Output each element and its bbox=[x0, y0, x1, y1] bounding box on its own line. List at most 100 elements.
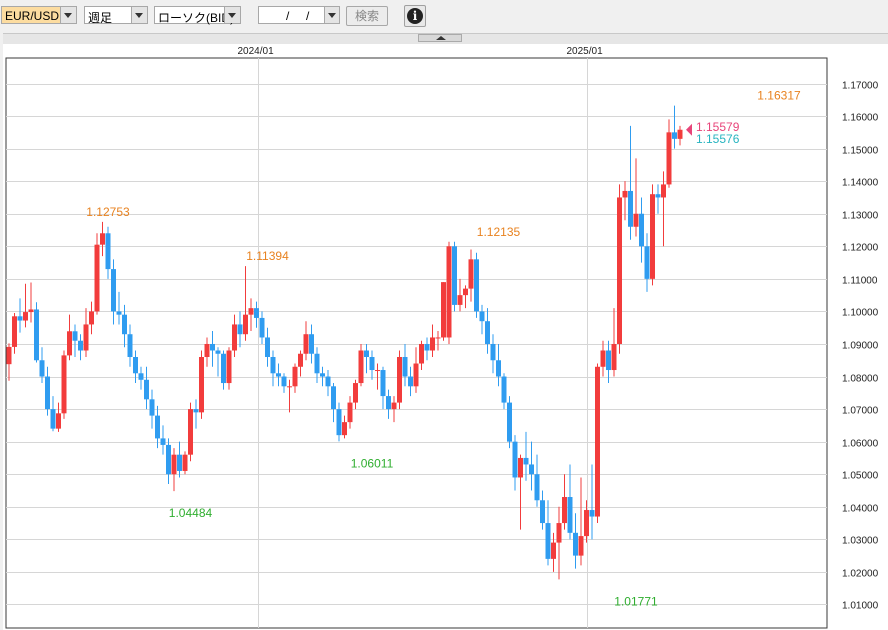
date-separator: / bbox=[306, 9, 310, 23]
candle-body bbox=[336, 409, 342, 436]
candle-body bbox=[578, 536, 584, 556]
candle-body bbox=[496, 360, 501, 377]
candle-body bbox=[386, 396, 391, 410]
candle-body bbox=[83, 324, 89, 351]
x-tick-label: 2025/01 bbox=[567, 46, 604, 57]
candle-body bbox=[672, 132, 677, 139]
candle-body bbox=[243, 314, 248, 335]
chart-type-value: ローソク(BID) bbox=[158, 11, 234, 25]
candle-body bbox=[276, 373, 281, 377]
candle-body bbox=[292, 366, 298, 387]
candle-body bbox=[182, 454, 188, 471]
candle-body bbox=[325, 376, 331, 387]
bid-price: 1.15579 bbox=[696, 120, 740, 134]
candle-body bbox=[28, 309, 34, 313]
candle-body bbox=[463, 288, 468, 296]
candle-body bbox=[309, 334, 314, 354]
candle-body bbox=[50, 409, 56, 429]
candle-body bbox=[23, 312, 28, 321]
candle-body bbox=[226, 350, 232, 384]
candle-body bbox=[111, 269, 116, 312]
candle-body bbox=[408, 376, 413, 387]
search-button[interactable]: 検索 bbox=[346, 6, 388, 26]
toolbar: EUR/USD 週足 ローソク(BID) / / 検索 i bbox=[0, 0, 888, 32]
candle-body bbox=[595, 366, 600, 517]
high-annotation: 1.16317 bbox=[757, 89, 801, 103]
candle-body bbox=[446, 246, 452, 338]
candle-body bbox=[56, 413, 61, 429]
y-tick-label: 1.03000 bbox=[842, 536, 879, 547]
candle-body bbox=[122, 314, 127, 335]
candle-body bbox=[430, 337, 435, 351]
date-separator: / bbox=[286, 9, 290, 23]
collapse-strip bbox=[3, 33, 888, 44]
candle-body bbox=[402, 357, 408, 377]
candle-body bbox=[254, 308, 259, 318]
ask-price: 1.15576 bbox=[696, 132, 740, 146]
chevron-down-icon[interactable] bbox=[224, 7, 240, 23]
candle-body bbox=[606, 350, 611, 371]
candle-body bbox=[259, 317, 265, 338]
candle-body bbox=[661, 184, 666, 198]
candle-body bbox=[127, 334, 133, 358]
candle-body bbox=[12, 316, 17, 347]
candle-body bbox=[353, 383, 358, 403]
candle-body bbox=[562, 497, 567, 524]
y-tick-label: 1.10000 bbox=[842, 308, 879, 319]
y-tick-label: 1.16000 bbox=[842, 113, 879, 124]
candle-body bbox=[512, 441, 518, 478]
date-dropdown-button[interactable] bbox=[324, 6, 340, 24]
y-tick-label: 1.11000 bbox=[842, 276, 878, 287]
candle-body bbox=[639, 213, 644, 247]
y-tick-label: 1.06000 bbox=[842, 439, 879, 450]
candle-body bbox=[144, 379, 149, 400]
candle-body bbox=[138, 373, 144, 380]
y-grid bbox=[6, 84, 827, 605]
candle-body bbox=[67, 331, 72, 356]
candle-body bbox=[6, 346, 12, 365]
candle-body bbox=[419, 343, 424, 364]
y-tick-label: 1.04000 bbox=[842, 504, 879, 515]
candle-body bbox=[133, 357, 138, 374]
candle-body bbox=[34, 309, 39, 361]
candle-body bbox=[391, 402, 397, 410]
candle-body bbox=[573, 532, 578, 556]
candle-body bbox=[347, 402, 353, 423]
candle-body bbox=[633, 213, 639, 227]
candle-body bbox=[375, 370, 380, 372]
candle-body bbox=[666, 132, 672, 185]
low-annotation: 1.06011 bbox=[351, 456, 394, 470]
chart-type-select[interactable]: ローソク(BID) bbox=[154, 6, 241, 25]
candle-body bbox=[45, 376, 50, 410]
candle-body bbox=[457, 295, 463, 305]
chevron-down-icon[interactable] bbox=[60, 7, 76, 23]
candle-body bbox=[424, 343, 430, 351]
candle-body bbox=[188, 409, 193, 455]
candle-body bbox=[628, 190, 633, 227]
info-button[interactable]: i bbox=[404, 5, 426, 27]
current-price-marker bbox=[686, 123, 692, 136]
candle-body bbox=[529, 464, 534, 475]
y-tick-label: 1.02000 bbox=[842, 569, 879, 580]
candle-body bbox=[452, 246, 457, 305]
candle-body bbox=[617, 197, 622, 344]
collapse-button[interactable] bbox=[418, 34, 462, 42]
candle-body bbox=[474, 259, 479, 312]
candle-body bbox=[281, 376, 287, 387]
candle-body bbox=[193, 409, 199, 413]
candle-body bbox=[650, 194, 655, 279]
chevron-down-icon[interactable] bbox=[131, 7, 147, 23]
currency-pair-select[interactable]: EUR/USD bbox=[1, 6, 77, 24]
candle-body bbox=[116, 311, 122, 315]
period-select[interactable]: 週足 bbox=[84, 6, 148, 25]
candle-body bbox=[507, 402, 512, 442]
candle-body bbox=[215, 350, 221, 354]
candle-body bbox=[358, 350, 364, 384]
x-tick-label: 2024/01 bbox=[238, 46, 275, 57]
candle-body bbox=[303, 334, 309, 354]
labels: 1.01000 1.02000 1.03000 1.04000 1.05000 1.060… bbox=[86, 46, 878, 612]
candle-body bbox=[655, 194, 661, 198]
candles bbox=[6, 105, 683, 580]
candle-body bbox=[364, 350, 369, 358]
candle-body bbox=[600, 350, 606, 367]
